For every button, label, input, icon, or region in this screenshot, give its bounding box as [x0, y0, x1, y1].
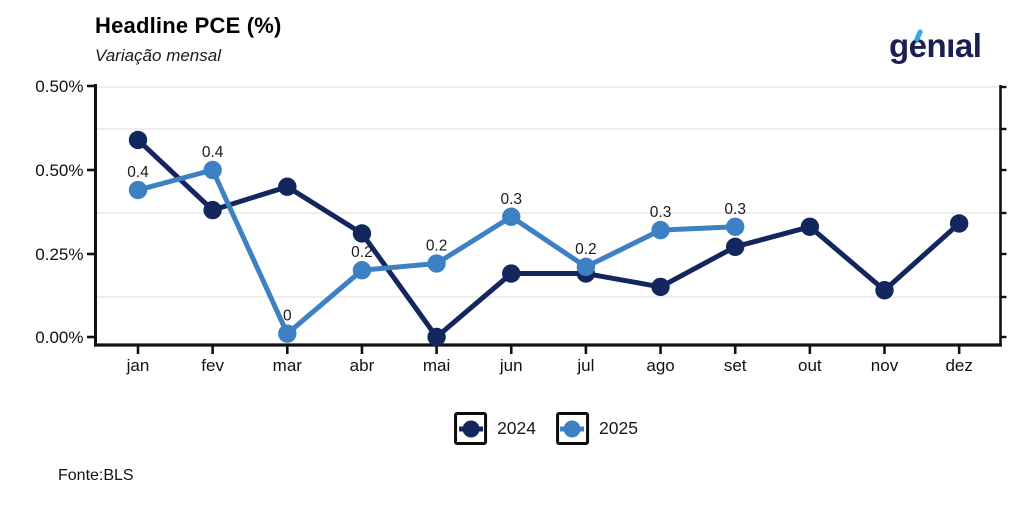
- y-tick-label: 0.25%: [35, 245, 83, 264]
- genial-logo-text: genıal: [889, 27, 982, 64]
- x-tick-label: mai: [423, 356, 450, 375]
- data-point-label: 0.3: [650, 204, 672, 221]
- data-point-2025: [651, 220, 670, 240]
- data-point-2025: [203, 160, 222, 180]
- legend-label-2024: 2024: [497, 418, 536, 438]
- chart-title: Headline PCE (%): [95, 13, 282, 38]
- legend-marker-glyph-2025: [560, 420, 585, 437]
- x-tick-label: jun: [499, 356, 523, 375]
- data-point-label: 0.4: [202, 144, 224, 161]
- x-tick-label: ago: [646, 356, 674, 375]
- data-point-2024: [800, 217, 820, 236]
- data-point-2025: [502, 207, 521, 226]
- series-line-2024: [135, 137, 962, 340]
- legend-label-2025: 2025: [599, 418, 638, 438]
- legend-dot: [462, 420, 480, 437]
- x-tick-label: dez: [945, 356, 972, 375]
- x-tick-label: fev: [201, 356, 224, 375]
- data-point-label: 0.2: [575, 241, 597, 258]
- data-point-2025: [352, 261, 372, 280]
- x-tick-label: out: [798, 356, 822, 375]
- data-point-label: 0: [283, 308, 292, 325]
- data-point-2024: [278, 177, 297, 196]
- data-point-2024: [949, 214, 969, 233]
- data-point-2024: [203, 200, 222, 220]
- y-tick-label: 0.00%: [35, 328, 83, 347]
- data-point-2024: [726, 237, 745, 257]
- data-point-2024: [427, 327, 446, 347]
- data-point-2025: [128, 180, 148, 200]
- legend-dot: [564, 420, 581, 437]
- data-point-2024: [651, 277, 670, 297]
- data-point-label: 0.3: [500, 191, 522, 208]
- x-tick-label: jul: [576, 356, 594, 375]
- data-point-label: 0.2: [426, 238, 448, 255]
- data-point-label: 0.3: [724, 201, 746, 218]
- source-note: Fonte:BLS: [58, 467, 134, 484]
- data-point-2024: [128, 130, 148, 150]
- genial-logo: genıal: [889, 24, 1019, 72]
- legend-marker-2025: [556, 412, 589, 445]
- legend-marker-2024: [454, 412, 488, 445]
- data-point-2024: [502, 264, 521, 283]
- chart-subtitle: Variação mensal: [95, 46, 221, 65]
- legend-marker-glyph-2024: [458, 420, 483, 437]
- data-point-label: 0.2: [351, 244, 373, 261]
- legend: 2024 2025: [454, 412, 638, 445]
- data-point-2024: [875, 281, 894, 300]
- y-tick-label: 0.50%: [35, 161, 83, 180]
- data-point-2024: [352, 224, 372, 243]
- x-tick-label: set: [724, 356, 747, 375]
- data-point-label: 0.4: [127, 164, 149, 181]
- x-tick-label: mar: [273, 356, 303, 375]
- data-point-2025: [726, 217, 745, 236]
- x-tick-label: jan: [126, 356, 150, 375]
- y-tick-label: 0.50%: [35, 77, 83, 96]
- x-tick-label: abr: [350, 356, 375, 375]
- data-point-2025: [278, 324, 297, 343]
- legend-item-2024: 2024: [454, 412, 536, 445]
- x-tick-label: nov: [871, 356, 899, 375]
- legend-item-2025: 2025: [556, 412, 638, 445]
- data-point-2025: [427, 254, 446, 273]
- data-point-2025: [576, 257, 596, 277]
